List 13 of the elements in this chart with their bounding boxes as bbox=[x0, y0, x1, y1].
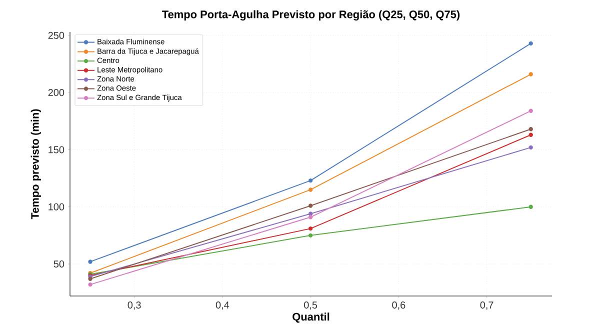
x-axis-title: Quantil bbox=[292, 312, 330, 323]
chart-title: Tempo Porta-Agulha Previsto por Região (Q25, Q50, Q75) bbox=[162, 10, 460, 21]
x-tick-label: 0,4 bbox=[216, 302, 230, 310]
y-axis-title: Tempo previsto (min) bbox=[30, 109, 42, 220]
y-tick-label: 100 bbox=[48, 203, 64, 210]
y-tick-label: 150 bbox=[48, 146, 64, 154]
y-tick-label: 200 bbox=[48, 89, 64, 96]
y-tick-label: 50 bbox=[54, 260, 64, 268]
x-tick-label: 0,7 bbox=[480, 302, 494, 310]
x-tick-label: 0,6 bbox=[392, 302, 406, 310]
x-tick-label: 0,5 bbox=[304, 302, 318, 310]
x-tick-label: 0,3 bbox=[128, 302, 141, 310]
y-tick-label: 250 bbox=[48, 32, 64, 39]
